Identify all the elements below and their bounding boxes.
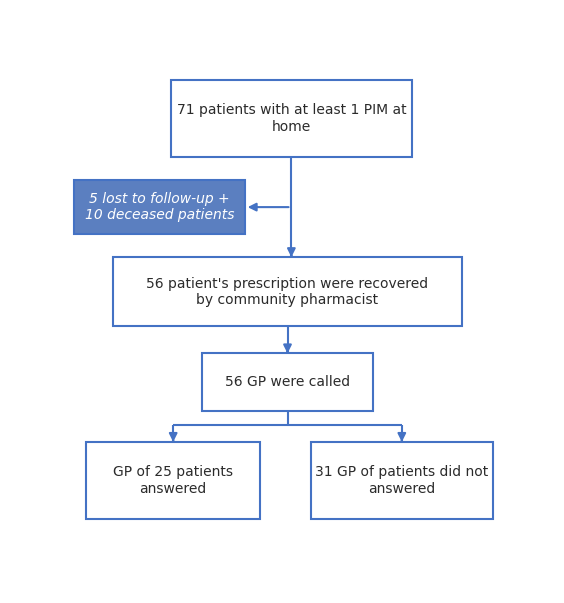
Text: 31 GP of patients did not
answered: 31 GP of patients did not answered [315, 466, 488, 496]
Text: 5 lost to follow-up +
10 deceased patients: 5 lost to follow-up + 10 deceased patien… [85, 192, 235, 223]
Text: 56 GP were called: 56 GP were called [225, 375, 350, 390]
Bar [171, 80, 412, 157]
Bar [113, 257, 462, 326]
Bar [86, 442, 261, 519]
Bar [74, 180, 245, 234]
Text: GP of 25 patients
answered: GP of 25 patients answered [113, 466, 233, 496]
Bar [202, 353, 373, 411]
Text: 56 patient's prescription were recovered
by community pharmacist: 56 patient's prescription were recovered… [147, 277, 429, 307]
Bar [311, 442, 493, 519]
Text: 71 patients with at least 1 PIM at
home: 71 patients with at least 1 PIM at home [177, 104, 406, 134]
